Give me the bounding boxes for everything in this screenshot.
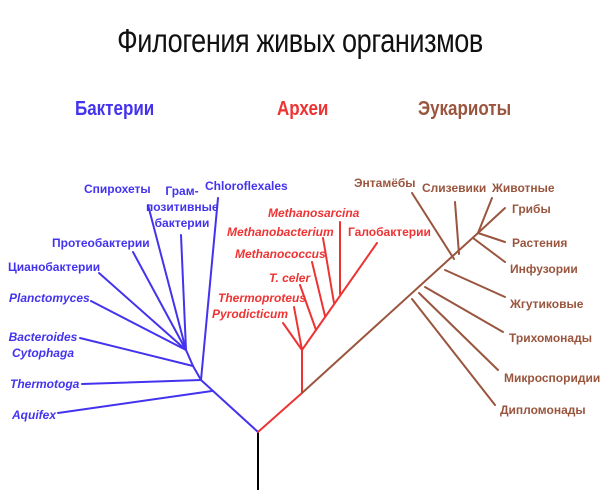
taxon-label-t-celer: T. celer [269,271,311,285]
taxon-label-microsporidia: Микроспоридии [504,371,600,385]
diagram-title: Филогения живых организмов [117,22,483,59]
taxon-label-aquifex: Aquifex [12,408,57,422]
group-label-bacteria: Бактерии [75,98,155,120]
taxon-label-pyrodicticum: Pyrodicticum [212,307,289,321]
group-label-archaea: Археи [277,98,329,120]
taxon-label-plants: Растения [512,236,568,250]
group-label-eukaryota: Эукариоты [418,98,512,120]
eukaryota-branches [301,192,506,406]
taxon-label-entamoebae: Энтамёбы [354,176,416,190]
taxon-label-gram-positive: Грам- позитивные бактерии [146,184,219,230]
taxon-label-methanosarcina: Methanosarcina [268,206,360,220]
taxon-label-spirochetes: Спирохеты [84,182,151,196]
taxon-label-proteobacteria: Протеобактерии [52,236,150,250]
taxon-label-trichomonads: Трихомонады [509,331,592,345]
taxon-label-methanococcus: Methanococcus [235,247,326,261]
taxon-label-bacteroides-cytophaga: Bacteroides Cytophaga [8,330,78,360]
taxon-label-thermoproteus: Thermoproteus [218,291,307,305]
archaea-branches [257,221,378,433]
label-line: Грам- [165,184,199,198]
taxon-label-halobacteria: Галобактерии [348,225,431,239]
taxon-label-cyanobacteria: Цианобактерии [8,260,101,274]
taxon-label-slime-molds: Слизевики [422,181,487,195]
taxon-label-methanobacterium: Methanobacterium [227,225,334,239]
taxon-label-fungi: Грибы [512,202,551,216]
taxon-label-planctomyces: Planctomyces [9,291,90,305]
taxon-label-flagellates: Жгутиковые [510,297,584,311]
taxon-label-thermotoga: Thermotoga [10,377,80,391]
taxon-label-chloroflexales: Chloroflexales [205,179,288,193]
label-line: Cytophaga [11,346,74,360]
bacteria-branches [57,197,259,433]
taxon-label-diplomonads: Дипломонады [500,403,586,417]
label-line: позитивные [146,200,219,214]
taxon-label-ciliates: Инфузории [510,262,578,276]
label-line: Bacteroides [8,330,78,344]
label-line: бактерии [154,216,210,230]
taxon-label-animals: Животные [492,181,555,195]
